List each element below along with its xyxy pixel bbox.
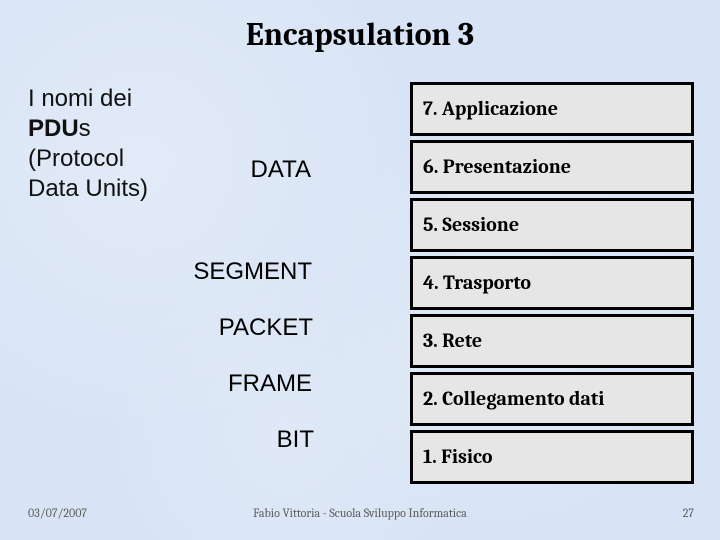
layer-4-transport: 4. Trasporto xyxy=(410,256,694,310)
pdu-label-frame: FRAME xyxy=(222,370,312,398)
pdu-description: I nomi dei PDUs (Protocol Data Units) xyxy=(28,84,198,204)
desc-line-2-suffix: s xyxy=(79,115,91,142)
pdu-label-bit: BIT xyxy=(272,426,314,454)
layer-1-physical: 1. Fisico xyxy=(410,430,694,484)
desc-bold: PDU xyxy=(28,115,79,142)
layer-6-presentation: 6. Presentazione xyxy=(410,140,694,194)
pdu-label-packet: PACKET xyxy=(208,314,313,342)
pdu-label-data: DATA xyxy=(221,156,311,184)
layer-7-application: 7. Applicazione xyxy=(410,82,694,136)
layer-3-network: 3. Rete xyxy=(410,314,694,368)
footer-page: 27 xyxy=(683,506,694,520)
layer-5-session: 5. Sessione xyxy=(410,198,694,252)
desc-line-1: I nomi dei xyxy=(28,85,132,112)
slide-title: Encapsulation 3 xyxy=(0,0,720,53)
osi-layers-column: 7. Applicazione 6. Presentazione 5. Sess… xyxy=(410,82,694,484)
slide-footer: 03/07/2007 Fabio Vittoria - Scuola Svilu… xyxy=(0,506,720,522)
desc-line-4: Data Units) xyxy=(28,175,148,202)
desc-line-3: (Protocol xyxy=(28,145,124,172)
pdu-label-segment: SEGMENT xyxy=(182,258,312,286)
layer-2-datalink: 2. Collegamento dati xyxy=(410,372,694,426)
footer-author: Fabio Vittoria - Scuola Sviluppo Informa… xyxy=(0,506,720,520)
